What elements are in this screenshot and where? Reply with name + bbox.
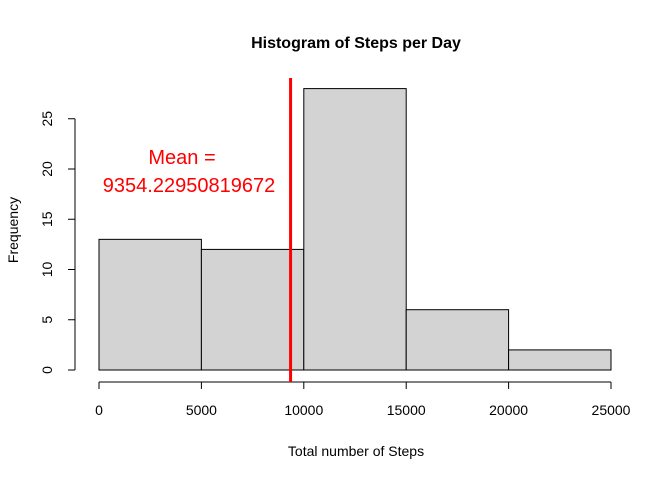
mean-label-line1: Mean =	[148, 147, 215, 169]
histogram-bars	[98, 88, 612, 371]
y-tick-label: 5	[39, 316, 55, 324]
y-tick-label: 0	[39, 366, 55, 374]
chart-title: Histogram of Steps per Day	[251, 35, 461, 52]
x-tick-label: 15000	[387, 402, 426, 418]
y-axis-label: Frequency	[5, 197, 21, 263]
x-tick-label: 20000	[489, 402, 528, 418]
histogram-bar	[200, 248, 305, 371]
y-tick-label: 10	[39, 262, 55, 278]
histogram-bar	[405, 309, 510, 371]
x-axis-label: Total number of Steps	[288, 443, 424, 459]
x-tick-label: 0	[95, 402, 103, 418]
x-axis: 0 5000 10000 15000 20000 25000	[95, 381, 631, 418]
mean-label-line2: 9354.22950819672	[103, 175, 275, 197]
x-tick-label: 25000	[592, 402, 631, 418]
y-axis: 0 5 10 15 20 25	[39, 111, 76, 374]
histogram-bar	[98, 238, 202, 371]
histogram-bar	[303, 88, 407, 371]
x-tick-label: 5000	[186, 402, 217, 418]
x-tick-label: 10000	[284, 402, 323, 418]
y-tick-label: 15	[39, 211, 55, 227]
mean-annotation: Mean = 9354.22950819672	[103, 78, 293, 382]
y-tick-label: 25	[39, 111, 55, 127]
histogram-bar	[508, 349, 612, 371]
y-tick-label: 20	[39, 161, 55, 177]
